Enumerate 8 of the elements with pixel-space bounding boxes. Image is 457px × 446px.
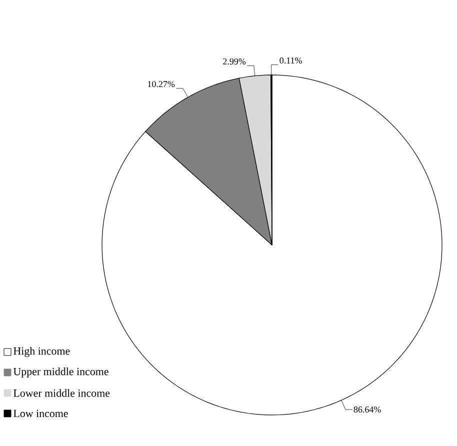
data-label: 0.11% — [280, 57, 302, 64]
legend-label: Upper middle income — [13, 368, 108, 378]
legend-label: Lower middle income — [14, 389, 110, 397]
data-label: 10.27% — [148, 81, 175, 88]
data-label: 86.64% — [354, 406, 381, 413]
legend-label: High income — [14, 347, 70, 357]
data-label: 2.99% — [223, 58, 246, 64]
legend-label: Low income — [14, 410, 68, 418]
